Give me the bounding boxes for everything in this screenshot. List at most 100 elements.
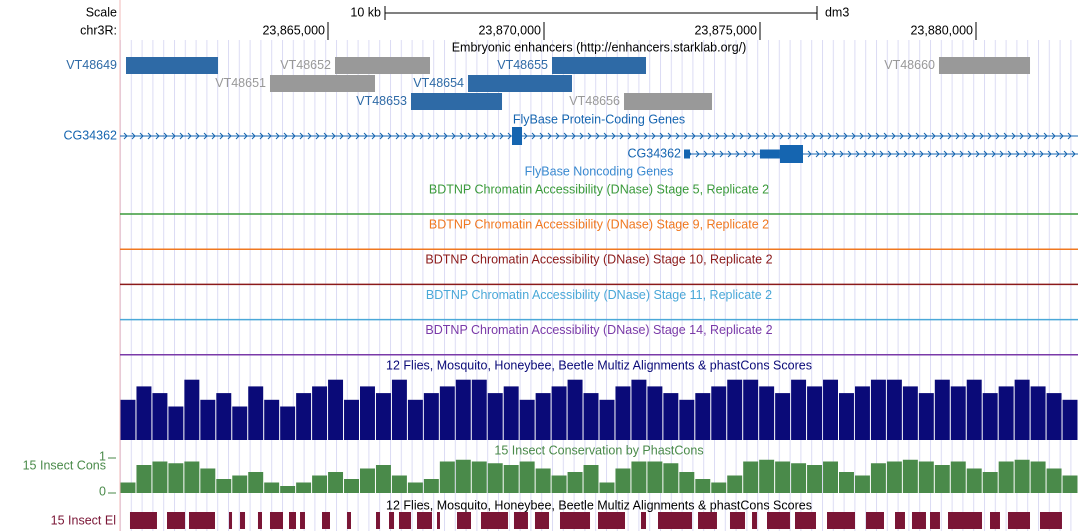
wiggle-bar [328,379,344,440]
wiggle-bar [950,386,966,440]
wiggle-bar [1062,399,1078,440]
wiggle-bar [1062,475,1078,493]
wiggle-bar [455,459,471,493]
enhancer [410,93,503,110]
wiggle-bar [375,393,391,440]
strand-arrow [855,150,860,158]
wiggle-bar [487,393,503,440]
wiggle-bar [232,475,248,493]
strand-arrow [1003,132,1008,140]
wiggle-bar [471,461,487,493]
strand-arrow [707,132,712,140]
wiggle-bar [966,379,982,440]
strand-arrow [751,150,756,158]
wiggle-bar [663,393,679,440]
strand-arrow [403,132,408,140]
scale-label: Scale [86,5,117,19]
strand-arrow [891,132,896,140]
strand-arrow [703,150,708,158]
strand-arrow [451,132,456,140]
wiggle-bar [375,465,391,493]
strand-arrow [651,132,656,140]
strand-arrow [1019,132,1024,140]
wiggle-bar [328,472,344,493]
enhancer [468,75,573,92]
strand-arrow [571,132,576,140]
strand-arrow [371,132,376,140]
wiggle-bar [455,379,471,440]
strand-arrow [475,132,480,140]
conserved-element [457,512,471,529]
strand-arrow [959,150,964,158]
strand-arrow [283,132,288,140]
enhancer [269,75,376,92]
strand-arrow [507,132,512,140]
strand-arrow [839,150,844,158]
conserved-element [257,512,262,529]
wiggle-bar [775,393,791,440]
wiggle-bar [775,461,791,493]
strand-arrow [907,132,912,140]
conserved-element [167,512,186,529]
wiggle-bar [918,461,934,493]
strand-arrow [951,150,956,158]
strand-arrow [1071,150,1076,158]
strand-arrow [923,132,928,140]
strand-arrow [579,132,584,140]
enhancer-label: VT48656 [569,94,620,108]
wiggle-bar [184,379,200,440]
conserved-element [640,512,647,529]
strand-arrow [835,132,840,140]
strand-arrow [179,132,184,140]
wiggle-bar [519,461,535,493]
enhancer-label: VT48660 [884,58,935,72]
strand-arrow [443,132,448,140]
enhancer [938,57,1031,74]
wiggle-bar [886,379,902,440]
wiggle-bar [471,379,487,440]
conserved-element [389,512,395,529]
wiggle-bar [839,393,854,440]
strand-arrow [139,132,144,140]
wiggle-bar [551,386,567,440]
strand-arrow [523,132,528,140]
strand-arrow [971,132,976,140]
x-tick-label: 23,870,000 [478,23,541,37]
strand-arrow [171,132,176,140]
strand-arrow [539,132,544,140]
wiggle-bar [232,406,248,440]
strand-arrow [611,132,616,140]
conserved-element [300,512,305,529]
wiggle-bar [870,463,886,493]
track-title: 12 Flies, Mosquito, Honeybee, Beetle Mul… [386,498,812,512]
strand-arrow [847,150,852,158]
strand-arrow [387,132,392,140]
utr [759,149,780,159]
strand-arrow [395,132,400,140]
conserved-element [948,512,983,529]
wiggle-bar [391,475,407,493]
wiggle-bar [567,379,583,440]
wiggle-bar [823,461,838,493]
strand-arrow [979,132,984,140]
strand-arrow [1039,150,1044,158]
strand-arrow [267,132,272,140]
strand-arrow [935,150,940,158]
strand-arrow [827,132,832,140]
conserved-element [794,512,816,529]
enhancer [624,93,713,110]
y-tick-label: 0 [99,484,106,498]
wiggle-bar [615,386,631,440]
wiggle-bar [791,463,807,493]
wiggle-bar [823,379,838,440]
y-tick-label: 1 [99,449,106,463]
strand-arrow [755,132,760,140]
enhancer-label: VT48653 [356,94,407,108]
strand-arrow [555,132,560,140]
wiggle-bar [902,386,918,440]
wiggle-bar [184,461,200,493]
strand-arrow [819,132,824,140]
strand-arrow [419,132,424,140]
strand-arrow [1059,132,1064,140]
strand-arrow [595,132,600,140]
